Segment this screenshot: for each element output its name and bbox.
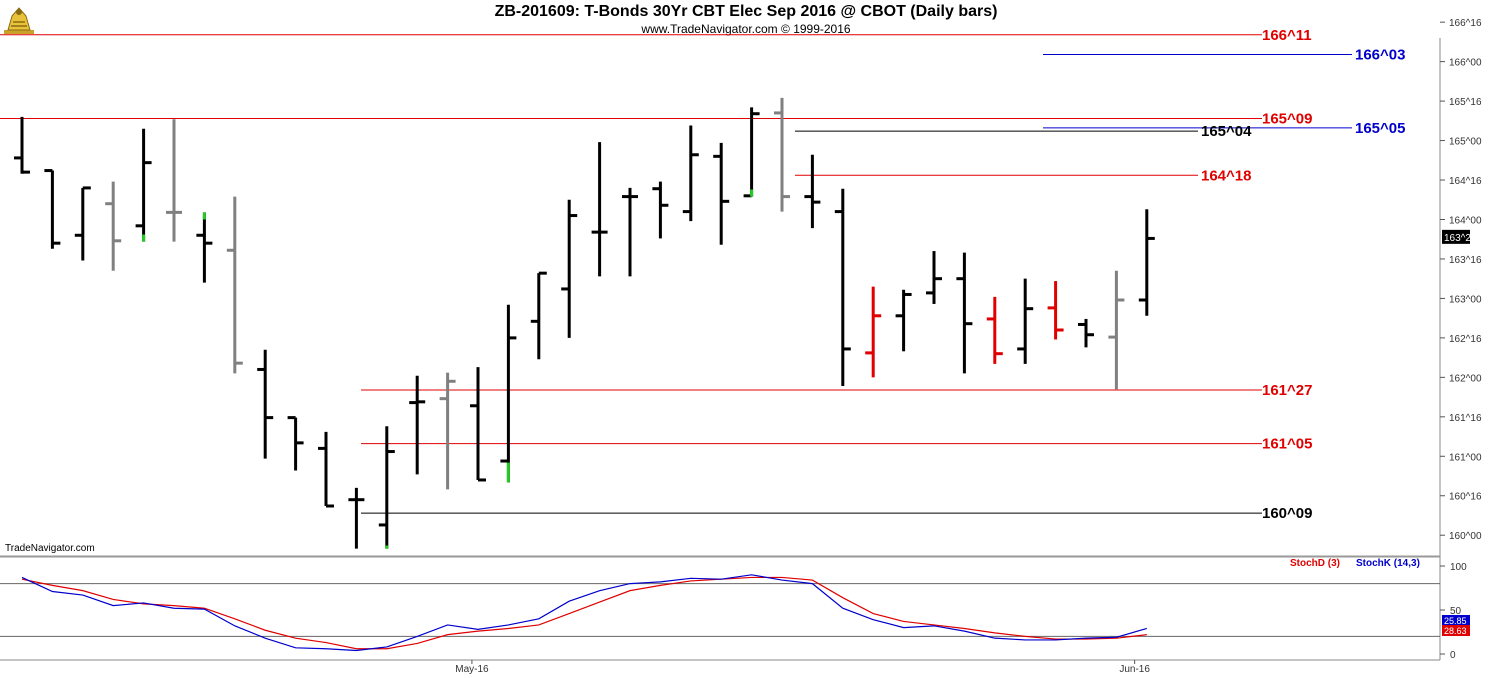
- ohlc-bar: [287, 416, 304, 471]
- ohlc-bar: [652, 181, 669, 239]
- ohlc-bar: [682, 125, 699, 222]
- ohlc-bar: [530, 271, 547, 360]
- level-label: 165^05: [1355, 120, 1405, 137]
- level-label: 161^05: [1262, 436, 1312, 453]
- stoch-k-line: [21, 574, 1147, 652]
- ohlc-bar: [470, 367, 486, 482]
- level-label: 165^09: [1262, 110, 1312, 127]
- ohlc-bar: [439, 372, 456, 490]
- date-label: Jun-16: [1119, 664, 1150, 675]
- ohlc-bar: [257, 349, 274, 459]
- chart-header: ZB-201609: T-Bonds 30Yr CBT Elec Sep 201…: [0, 0, 1492, 38]
- axis-tick-label: 162^00: [1449, 373, 1482, 384]
- axis-tick-label: 160^00: [1449, 531, 1482, 542]
- ohlc-bar: [1078, 318, 1094, 348]
- last-d-label: 28.63: [1444, 626, 1467, 636]
- ohlc-bar: [378, 426, 395, 549]
- ohlc-bar: [591, 142, 608, 277]
- axis-tick-label: 162^16: [1449, 334, 1482, 345]
- level-label: 166^03: [1355, 47, 1405, 64]
- chart-frame: [0, 38, 1441, 661]
- last-price-label: 163^25: [1444, 233, 1477, 244]
- date-label: May-16: [455, 664, 489, 675]
- axis-tick-label: 165^00: [1449, 137, 1482, 148]
- horizontal-levels: 166^11 166^03 165^09 165^05 165^04 164^18 161^…: [0, 27, 1405, 522]
- legend-stoch-k: StochK (14,3): [1356, 558, 1420, 569]
- axis-tick-label: 164^00: [1449, 215, 1482, 226]
- trade-navigator-logo-icon[interactable]: [2, 2, 36, 36]
- price-bars: [14, 97, 1155, 549]
- ohlc-bar: [14, 116, 30, 174]
- ohlc-bar: [865, 286, 882, 378]
- axis-tick-label: 165^16: [1449, 97, 1482, 108]
- last-d-box: [1442, 625, 1470, 636]
- ohlc-bar: [409, 375, 426, 475]
- ohlc-bar: [166, 119, 182, 242]
- ohlc-bar: [74, 186, 91, 261]
- ohlc-bar: [44, 169, 61, 249]
- ohlc-bar: [1138, 209, 1155, 316]
- ohlc-bar: [348, 487, 365, 549]
- last-k-label: 25.85: [1444, 616, 1467, 626]
- price-axis: 160^00 160^16 161^00 161^16 162^00 162^16 163^…: [1440, 18, 1482, 542]
- ohlc-bar: [1108, 270, 1125, 390]
- stoch-d-line: [21, 576, 1147, 650]
- axis-tick-label: 161^00: [1449, 452, 1482, 463]
- level-label: 164^18: [1201, 167, 1251, 184]
- ohlc-bar: [926, 251, 942, 304]
- last-price-box: [1442, 229, 1470, 244]
- level-label: 161^27: [1262, 382, 1312, 399]
- ohlc-bar: [956, 252, 973, 374]
- copyright-text: www.TradeNavigator.com © 1999-2016: [641, 22, 851, 36]
- ohlc-bar: [105, 181, 122, 271]
- axis-tick-label: 160^16: [1449, 492, 1482, 503]
- axis-tick-label: 166^00: [1449, 58, 1482, 69]
- ohlc-bar: [622, 187, 638, 277]
- ohlc-bar: [895, 289, 912, 352]
- level-label: 166^11: [1262, 27, 1312, 44]
- ind-axis-tick-label: 50: [1450, 606, 1462, 617]
- ohlc-bar: [500, 304, 517, 483]
- level-label: 165^04: [1201, 123, 1252, 140]
- ohlc-bar: [804, 154, 821, 229]
- ohlc-bar: [561, 199, 578, 338]
- ohlc-bar: [226, 196, 243, 374]
- date-axis: May-16 Jun-16: [455, 660, 1150, 675]
- price-panel: [0, 38, 1440, 555]
- axis-tick-label: 164^16: [1449, 176, 1482, 187]
- ohlc-bar: [774, 97, 790, 212]
- ohlc-bar: [1047, 281, 1064, 340]
- axis-tick-label: 166^16: [1449, 18, 1482, 29]
- legend-stoch-d: StochD (3): [1290, 558, 1340, 569]
- last-k-box: [1442, 615, 1470, 625]
- ohlc-bar: [986, 296, 1003, 364]
- watermark-text: TradeNavigator.com: [5, 543, 95, 554]
- ohlc-bar: [713, 142, 730, 245]
- level-label: 160^09: [1262, 505, 1312, 522]
- ohlc-bar: [1017, 278, 1034, 364]
- ohlc-bar: [196, 212, 213, 283]
- ohlc-bar: [318, 431, 334, 508]
- axis-tick-label: 163^16: [1449, 255, 1482, 266]
- axis-tick-label: 161^16: [1449, 413, 1482, 424]
- axis-tick-label: 163^00: [1449, 294, 1482, 305]
- ind-axis-tick-label: 0: [1450, 650, 1456, 661]
- chart-title: ZB-201609: T-Bonds 30Yr CBT Elec Sep 201…: [494, 3, 998, 20]
- ind-axis-tick-label: 100: [1450, 562, 1467, 573]
- ohlc-bar: [135, 128, 152, 242]
- ohlc-bar: [834, 188, 851, 387]
